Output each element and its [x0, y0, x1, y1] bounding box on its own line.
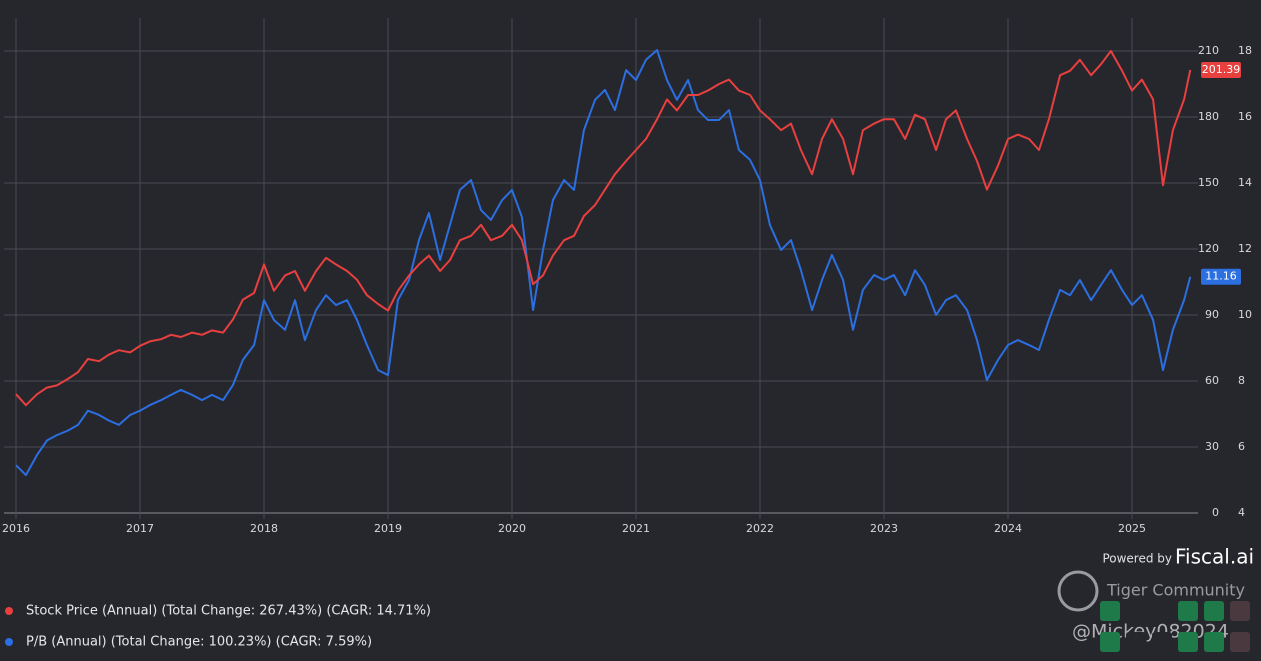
y-tick-label: 90 [1205, 308, 1219, 321]
brand: Fiscal.ai [1175, 545, 1254, 569]
y2-tick-label: 4 [1238, 506, 1245, 519]
y-tick-label: 120 [1198, 242, 1219, 255]
legend-text: P/B (Annual) (Total Change: 100.23%) (CA… [26, 635, 372, 650]
x-tick-label: 2024 [994, 522, 1022, 535]
y-tick-label: 150 [1198, 176, 1219, 189]
x-tick-label: 2022 [746, 522, 774, 535]
y2-tick-label: 16 [1238, 110, 1252, 123]
button[interactable] [1152, 601, 1172, 621]
button[interactable] [1126, 601, 1146, 621]
y2-tick-label: 10 [1238, 308, 1252, 321]
y2-tick-label: 18 [1238, 44, 1252, 57]
y-tick-label: 210 [1198, 44, 1219, 57]
last-value-label: 201.39 [1202, 63, 1241, 76]
watermark: Tiger Community [1106, 581, 1245, 600]
button[interactable] [1126, 632, 1146, 652]
last-value-badge [1201, 61, 1241, 78]
button[interactable] [1100, 632, 1120, 652]
button[interactable] [1178, 632, 1198, 652]
last-value-label: 11.16 [1205, 270, 1237, 283]
plot: 0 30 60 90 120 150 180 210 4 6 8 10 12 14 16 18 2016 2017… [2, 18, 1252, 650]
y2-tick-label: 6 [1238, 440, 1245, 453]
powered-by: Powered by [1102, 552, 1172, 566]
button[interactable] [1178, 601, 1198, 621]
legend-marker [5, 638, 13, 646]
x-tick-label: 2021 [622, 522, 650, 535]
last-value-badge [1201, 268, 1241, 285]
x-tick-label: 2016 [2, 522, 30, 535]
toolbar [1100, 601, 1250, 652]
x-tick-label: 2019 [374, 522, 402, 535]
x-tick-label: 2025 [1118, 522, 1146, 535]
line-series [15, 50, 1192, 407]
watermark-logo [1057, 570, 1099, 612]
button[interactable] [1230, 632, 1250, 652]
legend-text: Stock Price (Annual) (Total Change: 267.… [26, 604, 431, 619]
y-tick-label: 60 [1205, 374, 1219, 387]
y-tick-label: 30 [1205, 440, 1219, 453]
button[interactable] [1230, 601, 1250, 621]
button[interactable] [1204, 632, 1224, 652]
x-tick-label: 2018 [250, 522, 278, 535]
y2-tick-label: 12 [1238, 242, 1252, 255]
x-tick-label: 2017 [126, 522, 154, 535]
y-tick-label: 0 [1212, 506, 1219, 519]
button[interactable] [1204, 601, 1224, 621]
y-tick-label: 180 [1198, 110, 1219, 123]
x-tick-label: 2023 [870, 522, 898, 535]
button[interactable] [1152, 632, 1172, 652]
y2-tick-label: 14 [1238, 176, 1252, 189]
y2-tick-label: 8 [1238, 374, 1245, 387]
legend-marker [5, 607, 13, 615]
x-tick-label: 2020 [498, 522, 526, 535]
line-series [15, 49, 1192, 477]
button[interactable] [1100, 601, 1120, 621]
